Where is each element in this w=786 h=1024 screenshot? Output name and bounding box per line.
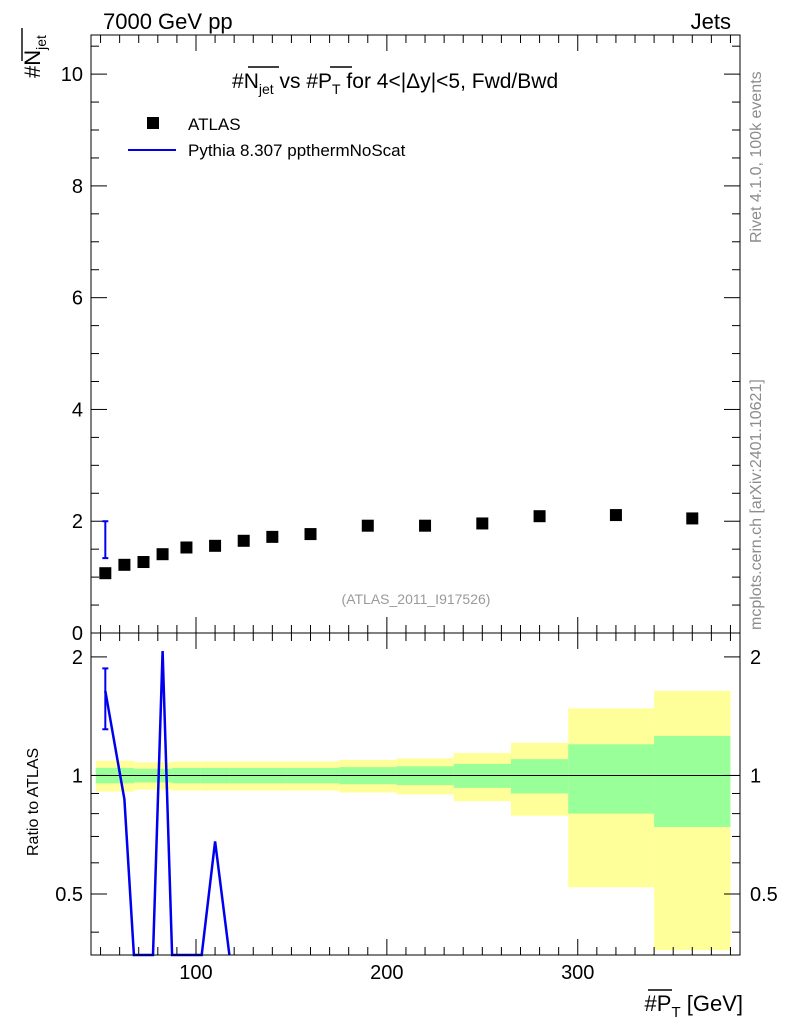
atlas-data-point xyxy=(137,556,150,569)
ratio-x-tick-label: 100 xyxy=(179,962,212,984)
rivet-version-label: Rivet 4.1.0, 100k events xyxy=(748,71,765,243)
main-y-tick-label: 6 xyxy=(72,288,83,310)
ratio-uncertainty-bands xyxy=(95,690,731,951)
atlas-data-point xyxy=(156,548,169,561)
main-y-tick-label: 4 xyxy=(72,399,83,421)
atlas-data-point xyxy=(476,517,489,530)
title-rest: for 4<|Δy|<5, Fwd/Bwd xyxy=(341,70,559,93)
ratio-y-tick-label-left: 0.5 xyxy=(55,884,83,906)
ylabel-hash: # xyxy=(20,65,45,78)
svg-text:#Njet: #Njet xyxy=(20,35,49,78)
ratio-x-tick-label: 200 xyxy=(370,962,403,984)
atlas-data-point xyxy=(419,519,432,532)
atlas-data-point xyxy=(237,534,250,547)
chart-title: #Njet vs #PT for 4<|Δy|<5, Fwd/Bwd xyxy=(232,70,558,97)
atlas-data-point xyxy=(609,509,622,522)
atlas-data-point xyxy=(533,510,546,523)
main-ticks xyxy=(91,35,740,634)
ylabel-n: N xyxy=(20,50,45,66)
main-y-tick-label: 2 xyxy=(72,511,83,533)
main-y-tick-labels: 0 2 4 6 8 10 xyxy=(61,64,83,645)
ratio-y-tick-labels: 0.5 0.5 1 1 2 2 xyxy=(55,647,778,906)
xlabel-t-sub: T xyxy=(671,1004,680,1021)
xlabel-unit: [GeV] xyxy=(681,991,743,1016)
ratio-panel: 0.5 0.5 1 1 2 2 100 200 300 Ratio to ATLAS #PT … xyxy=(25,632,778,1021)
main-y-tick-label: 0 xyxy=(72,623,83,645)
atlas-data-point xyxy=(686,512,699,525)
atlas-data-point xyxy=(180,541,193,554)
ratio-green-band xyxy=(568,744,655,814)
ratio-data-marks xyxy=(102,650,231,957)
ratio-green-band xyxy=(654,735,731,827)
legend: ATLAS Pythia 8.307 ppthermNoScat xyxy=(128,115,406,160)
atlas-data-point xyxy=(361,519,374,532)
title-n: N xyxy=(244,70,259,93)
main-y-axis-label: #Njet xyxy=(20,28,49,78)
header-collision-label: 7000 GeV pp xyxy=(103,9,233,34)
legend-atlas-label: ATLAS xyxy=(188,115,241,134)
svg-text:#PT [GeV]: #PT [GeV] xyxy=(645,991,743,1021)
header-process-label: Jets xyxy=(691,9,731,34)
xlabel-hash: # xyxy=(645,991,658,1016)
legend-pythia-label: Pythia 8.307 ppthermNoScat xyxy=(188,141,406,160)
ratio-y-tick-label-left: 2 xyxy=(72,647,83,669)
atlas-data-point xyxy=(209,539,222,552)
main-y-tick-label: 10 xyxy=(61,64,83,86)
pythia-ratio-line xyxy=(104,650,231,957)
ratio-ticks xyxy=(91,633,740,955)
atlas-data-point xyxy=(118,558,131,571)
ratio-x-tick-labels: 100 200 300 xyxy=(179,962,594,984)
ratio-y-tick-label-right: 2 xyxy=(750,647,761,669)
ratio-y-tick-label-right: 0.5 xyxy=(750,884,778,906)
title-t-sub: T xyxy=(332,81,341,97)
x-axis-label: #PT [GeV] xyxy=(645,989,743,1021)
ylabel-jet-sub: jet xyxy=(33,35,49,51)
analysis-watermark: (ATLAS_2011_I917526) xyxy=(342,591,491,607)
title-vs: vs # xyxy=(274,70,319,93)
ratio-green-band xyxy=(510,759,569,794)
title-hash: # xyxy=(232,70,244,93)
atlas-data-point xyxy=(304,528,317,541)
atlas-data-point xyxy=(99,567,112,580)
ratio-y-tick-label-right: 1 xyxy=(750,765,761,787)
title-jet-sub: jet xyxy=(258,81,274,97)
atlas-data-point xyxy=(266,530,279,543)
main-y-tick-label: 8 xyxy=(72,176,83,198)
mcplots-reference-label: mcplots.cern.ch [arXiv:2401.10621] xyxy=(748,379,765,630)
legend-atlas-marker xyxy=(147,117,159,129)
title-p: P xyxy=(318,70,332,93)
ratio-y-tick-label-left: 1 xyxy=(72,765,83,787)
ratio-y-axis-label: Ratio to ATLAS xyxy=(25,748,42,856)
xlabel-p: P xyxy=(657,991,672,1016)
ratio-x-tick-label: 300 xyxy=(561,962,594,984)
main-data-marks xyxy=(99,509,699,580)
ratio-frame xyxy=(90,632,741,956)
